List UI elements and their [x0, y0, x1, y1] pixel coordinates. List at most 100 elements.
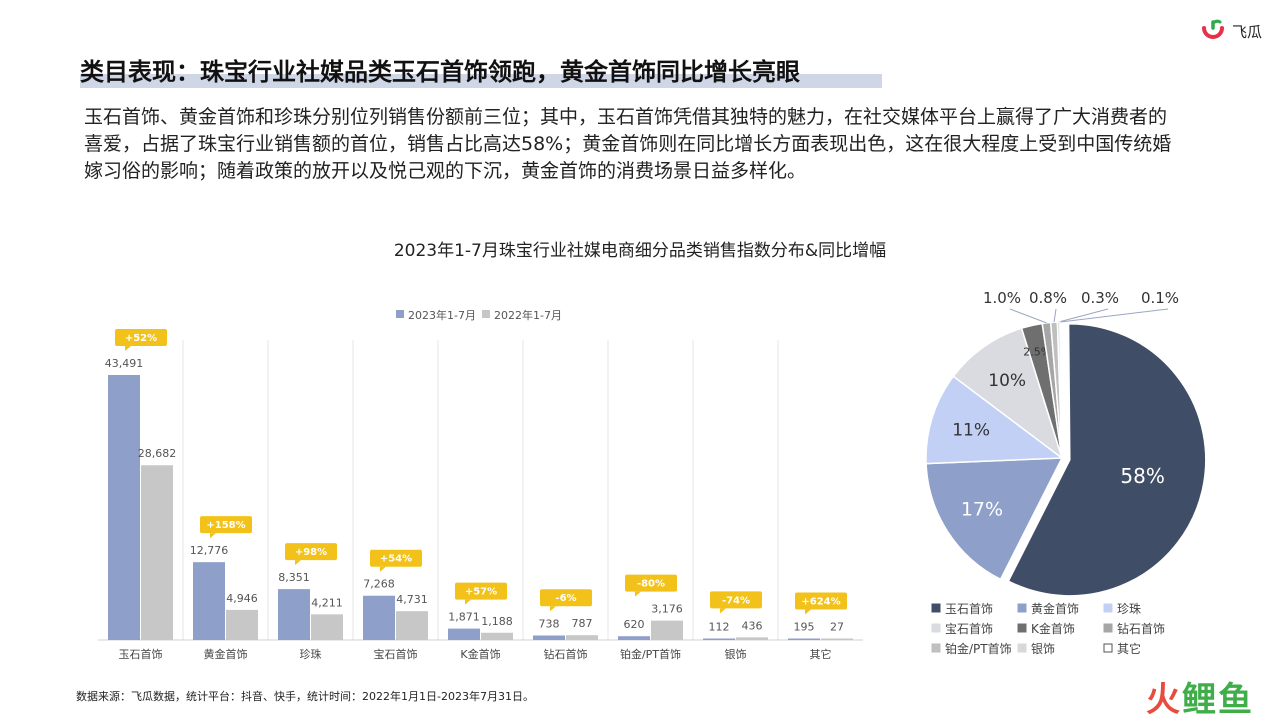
growth-badge-tail — [720, 608, 726, 614]
bar — [651, 620, 683, 640]
category-label: 钻石首饰 — [544, 647, 588, 661]
source-note: 数据来源：飞瓜数据，统计平台：抖音、快手，统计时间：2022年1月1日-2023… — [76, 690, 534, 703]
bar-value-label: 27 — [830, 621, 844, 634]
growth-badge-bg — [625, 574, 677, 592]
bar — [396, 611, 428, 640]
chart-title: 2023年1-7月珠宝行业社媒电商细分品类销售指数分布&同比增幅 — [393, 241, 887, 261]
growth-badge: -74% — [710, 591, 762, 614]
bar — [363, 595, 395, 640]
bar — [618, 636, 650, 640]
pie-slice — [952, 327, 1064, 460]
growth-badge-tail — [210, 533, 216, 539]
bar — [311, 614, 343, 640]
growth-badge-tail — [465, 599, 471, 605]
pie-legend-swatch — [931, 643, 941, 653]
pie-label: 58% — [1120, 464, 1164, 488]
pie-legend-swatch — [1017, 643, 1027, 653]
bar-value-label: 112 — [709, 621, 730, 634]
pie-chart: 58% 17% 11% 10% 2.5% 1.0% 0.8% 0.3% 0.1% 玉石首饰 黄金首饰… — [925, 289, 1207, 656]
growth-badge-bg — [370, 549, 422, 567]
pie-legend-swatch — [931, 623, 941, 633]
growth-badge: +624% — [795, 592, 847, 615]
legend-label: 2022年1-7月 — [494, 308, 562, 322]
bar-value-label: 4,731 — [396, 593, 428, 606]
bar-value-label: 4,946 — [226, 592, 258, 605]
growth-badge-tail — [380, 566, 386, 572]
growth-badge-tail — [295, 560, 301, 566]
pie-legend-label: 铂金/PT首饰 — [945, 641, 1012, 656]
bar-chart: 2023年1-7月 2022年1-7月 43,491 28,682 +52% 玉石首饰 12… — [98, 308, 863, 661]
category-label: 其它 — [810, 647, 832, 661]
brand-logo: 飞瓜 — [1200, 18, 1262, 44]
growth-label: +158% — [206, 520, 245, 531]
pie-legend-swatch — [931, 603, 941, 613]
pie-legend-label: 玉石首饰 — [945, 602, 993, 616]
growth-badge-tail — [550, 606, 556, 612]
page-title: 类目表现：珠宝行业社媒品类玉石首饰领跑，黄金首饰同比增长亮眼 — [80, 58, 800, 86]
category-label: 珍珠 — [300, 647, 322, 661]
growth-badge: +52% — [115, 329, 167, 351]
pie-slice — [925, 375, 1065, 465]
bar — [448, 628, 480, 640]
bar-value-label: 787 — [572, 617, 593, 630]
pie-legend-swatch — [1017, 623, 1027, 633]
bar — [736, 637, 768, 640]
pie-legend-swatch — [1103, 603, 1113, 613]
growth-badge-bg — [455, 582, 507, 600]
pie-legend-label: 其它 — [1117, 641, 1141, 656]
pie-leader-line — [1060, 308, 1169, 323]
bar — [226, 609, 258, 640]
pie-legend-label: 钻石首饰 — [1117, 621, 1165, 636]
pie-leader-line — [1053, 308, 1057, 323]
bar — [703, 638, 735, 640]
watermark-part2: 鲤鱼 — [1182, 680, 1254, 720]
pie-label: 10% — [988, 371, 1026, 391]
bar — [108, 375, 140, 640]
category-label: 玉石首饰 — [119, 647, 163, 661]
growth-label: +57% — [465, 587, 497, 598]
pie-label: 0.1% — [1141, 289, 1179, 307]
pie-label: 1.0% — [983, 289, 1021, 307]
pie-slice — [925, 457, 1064, 581]
legend-label: 2023年1-7月 — [408, 308, 476, 322]
brand-name: 飞瓜 — [1231, 22, 1262, 41]
growth-badge-bg — [115, 329, 167, 346]
growth-badge-bg — [285, 543, 337, 561]
growth-badge: +158% — [200, 516, 252, 539]
description: 玉石首饰、黄金首饰和珍珠分别位列销售份额前三位；其中，玉石首饰凭借其独特的魅力，… — [84, 106, 1172, 182]
legend-swatch — [482, 310, 490, 318]
bar — [481, 632, 513, 640]
bar-value-label: 8,351 — [278, 571, 310, 584]
bar-value-label: 43,491 — [105, 357, 144, 370]
growth-badge: -80% — [625, 574, 677, 597]
category-label: 银饰 — [725, 647, 747, 661]
pie-legend-label: 宝石首饰 — [945, 622, 993, 636]
growth-badge: -6% — [540, 589, 592, 612]
legend-swatch — [396, 310, 404, 318]
bar — [788, 638, 820, 640]
pie-label: 0.8% — [1029, 289, 1067, 307]
growth-label: -6% — [555, 593, 576, 604]
bar-value-label: 1,871 — [448, 611, 480, 624]
growth-badge: +57% — [455, 582, 507, 605]
pie-legend-swatch — [1103, 643, 1113, 653]
watermark-part1: 火 — [1146, 680, 1182, 720]
pie-legend-label: 黄金首饰 — [1031, 601, 1079, 616]
pie-legend-swatch — [1017, 603, 1027, 613]
category-label: 铂金/PT首饰 — [620, 647, 681, 661]
feigua-logo-icon — [1201, 19, 1224, 39]
bar — [278, 589, 310, 640]
growth-badge-bg — [795, 592, 847, 610]
growth-badge-tail — [635, 591, 641, 597]
category-label: 宝石首饰 — [374, 647, 418, 661]
category-label: 黄金首饰 — [204, 647, 248, 661]
category-label: K金首饰 — [460, 647, 500, 661]
growth-label: +98% — [295, 547, 327, 558]
watermark: 火鲤鱼 — [1146, 672, 1254, 721]
bar-legend: 2023年1-7月 2022年1-7月 — [396, 308, 562, 322]
pie-legend-swatch — [1103, 623, 1113, 633]
bar — [141, 465, 173, 640]
growth-badge-tail — [125, 346, 131, 351]
growth-label: +52% — [125, 333, 157, 344]
